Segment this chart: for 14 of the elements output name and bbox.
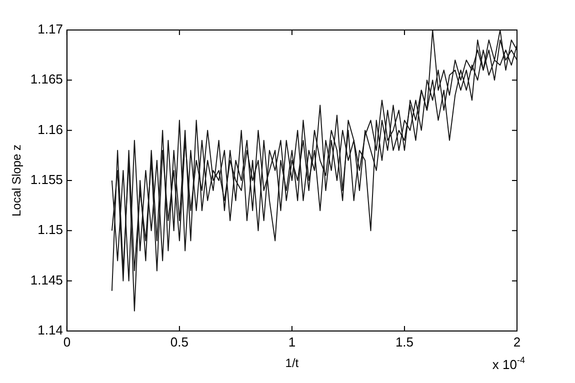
- x-tick-label: 1: [288, 334, 296, 350]
- y-tick-label: 1.14: [38, 322, 63, 338]
- y-tick-label: 1.15: [38, 222, 63, 238]
- y-tick-label: 1.17: [38, 22, 63, 37]
- y-tick-label: 1.16: [38, 122, 63, 137]
- y-axis-title: Local Slope z: [10, 144, 24, 217]
- x-tick-label: 1.5: [395, 334, 414, 350]
- x-tick-label: 0.5: [170, 334, 188, 350]
- y-tick-label: 1.165: [30, 72, 63, 87]
- y-tick-label: 1.155: [30, 172, 63, 188]
- x-tick-label: 2: [513, 334, 521, 350]
- x-tick-label: 0: [63, 334, 71, 350]
- y-tick-label: 1.145: [30, 272, 63, 288]
- x-axis-title: 1/t: [285, 356, 300, 370]
